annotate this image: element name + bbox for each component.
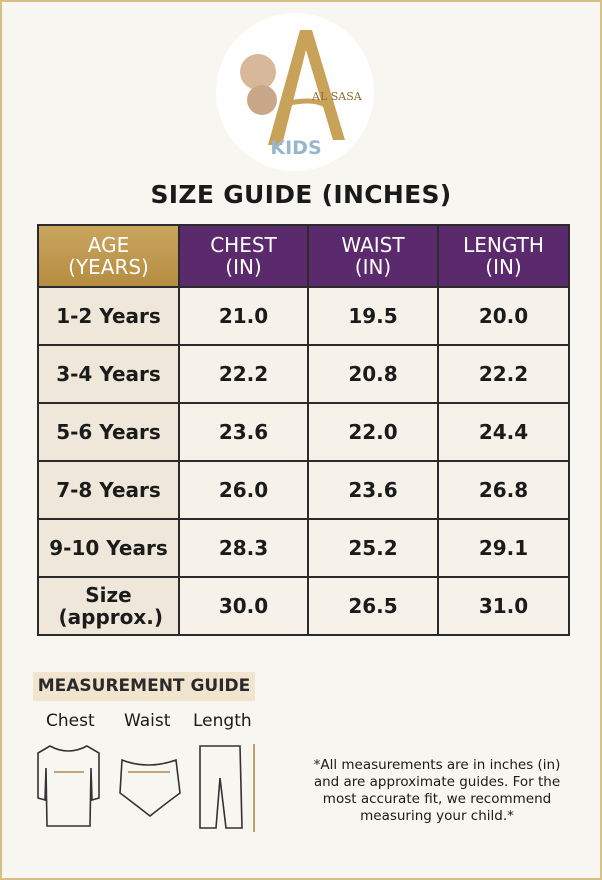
measure-value: 20.0 bbox=[478, 304, 529, 328]
value-cell: 21.0 bbox=[178, 286, 309, 346]
value-cell: 29.1 bbox=[437, 518, 570, 578]
value-cell: 26.5 bbox=[307, 576, 439, 636]
note: *All measurements are in inches (in) and … bbox=[300, 757, 574, 825]
value-cell: 20.8 bbox=[307, 344, 439, 404]
value-cell: 30.0 bbox=[178, 576, 309, 636]
note-line: most accurate fit, we recommend bbox=[322, 791, 552, 807]
value-cell: 19.5 bbox=[307, 286, 439, 346]
header-text: (IN) bbox=[485, 255, 522, 279]
value-cell: 22.2 bbox=[178, 344, 309, 404]
table-row: 5-6 Years 23.6 22.0 24.4 bbox=[37, 402, 570, 462]
measure-value: 24.4 bbox=[478, 420, 529, 444]
value-cell: 25.2 bbox=[307, 518, 439, 578]
value-cell: 31.0 bbox=[437, 576, 570, 636]
title: SIZE GUIDE (INCHES) bbox=[150, 180, 452, 209]
measure-value: 28.3 bbox=[218, 536, 269, 560]
table-row: 7-8 Years 26.0 23.6 26.8 bbox=[37, 460, 570, 520]
header-cell: WAIST (IN) bbox=[307, 224, 439, 288]
logo-swash bbox=[279, 98, 333, 112]
pants-icon bbox=[119, 758, 181, 818]
measure-value: 22.2 bbox=[478, 362, 529, 386]
header-cell: LENGTH (IN) bbox=[437, 224, 570, 288]
measure-value: 30.0 bbox=[218, 594, 269, 618]
value-cell: 26.0 bbox=[178, 460, 309, 520]
measure-value: 26.5 bbox=[348, 594, 398, 618]
guide-icons bbox=[37, 744, 255, 832]
age-label: 9-10 Years bbox=[49, 536, 168, 560]
logo-a bbox=[268, 30, 345, 145]
measure-value: 21.0 bbox=[218, 304, 269, 328]
measure-value: 20.8 bbox=[348, 362, 398, 386]
value-cell: 22.0 bbox=[307, 402, 439, 462]
table-row: 3-4 Years 22.2 20.8 22.2 bbox=[37, 344, 570, 404]
guide-label: Chest bbox=[46, 711, 95, 731]
logo: AL SASA KIDS bbox=[216, 13, 374, 171]
value-cell: 23.6 bbox=[307, 460, 439, 520]
header-cell: CHEST (IN) bbox=[178, 224, 309, 288]
table-row: Size (approx.) 30.0 26.5 31.0 bbox=[37, 576, 570, 636]
measure-value: 22.0 bbox=[348, 420, 398, 444]
header-text: (YEARS) bbox=[68, 255, 149, 279]
measure-value: 23.6 bbox=[348, 478, 398, 502]
header-text: WAIST bbox=[341, 233, 405, 257]
measure-value: 29.1 bbox=[478, 536, 529, 560]
value-cell: 24.4 bbox=[437, 402, 570, 462]
size-table: AGE (YEARS) CHEST (IN) WAIST (IN) LENGTH (IN) 1… bbox=[37, 224, 570, 636]
age-cell: 5-6 Years bbox=[37, 402, 180, 462]
note-line: *All measurements are in inches (in) bbox=[313, 757, 561, 773]
logo-sub: KIDS bbox=[270, 137, 321, 159]
measure-value: 26.0 bbox=[218, 478, 269, 502]
age-label: Size (approx.) bbox=[58, 582, 164, 629]
measure-value: 22.2 bbox=[218, 362, 269, 386]
guide-label: Length bbox=[193, 711, 252, 731]
guide-title: MEASUREMENT GUIDE bbox=[33, 672, 255, 701]
value-cell: 22.2 bbox=[437, 344, 570, 404]
guide-label: Waist bbox=[124, 711, 171, 731]
value-cell: 28.3 bbox=[178, 518, 309, 578]
measure-value: 31.0 bbox=[478, 594, 529, 618]
age-cell: Size (approx.) bbox=[37, 576, 180, 636]
header-row: AGE (YEARS) CHEST (IN) WAIST (IN) LENGTH (IN) bbox=[37, 224, 570, 288]
table-row: 1-2 Years 21.0 19.5 20.0 bbox=[37, 286, 570, 346]
header-text: CHEST bbox=[210, 233, 277, 257]
value-cell: 26.8 bbox=[437, 460, 570, 520]
age-cell: 7-8 Years bbox=[37, 460, 180, 520]
note-line: measuring your child.* bbox=[360, 808, 514, 824]
age-cell: 3-4 Years bbox=[37, 344, 180, 404]
header-text: LENGTH bbox=[463, 233, 544, 257]
age-label: 5-6 Years bbox=[56, 420, 161, 444]
table-row: 9-10 Years 28.3 25.2 29.1 bbox=[37, 518, 570, 578]
measure-value: 23.6 bbox=[218, 420, 269, 444]
shirt-icon bbox=[37, 745, 100, 827]
age-label: 3-4 Years bbox=[56, 362, 161, 386]
age-cell: 1-2 Years bbox=[37, 286, 180, 346]
trousers-icon bbox=[199, 745, 243, 829]
age-label: 1-2 Years bbox=[56, 304, 161, 328]
header-text: AGE bbox=[87, 233, 130, 257]
header-text: (IN) bbox=[225, 255, 262, 279]
header-text: (IN) bbox=[354, 255, 392, 279]
age-label: 7-8 Years bbox=[56, 478, 161, 502]
header-cell: AGE (YEARS) bbox=[37, 224, 180, 288]
age-cell: 9-10 Years bbox=[37, 518, 180, 578]
measure-value: 25.2 bbox=[348, 536, 398, 560]
logo-bear-body bbox=[247, 85, 277, 115]
logo-brand: AL SASA bbox=[311, 90, 363, 103]
measure-value: 19.5 bbox=[348, 304, 398, 328]
measure-value: 26.8 bbox=[478, 478, 529, 502]
logo-bear bbox=[240, 54, 276, 90]
value-cell: 20.0 bbox=[437, 286, 570, 346]
value-cell: 23.6 bbox=[178, 402, 309, 462]
note-line: and are approximate guides. For the bbox=[313, 774, 561, 790]
